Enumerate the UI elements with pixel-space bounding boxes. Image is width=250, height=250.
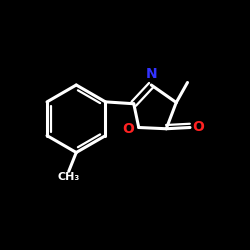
Text: N: N xyxy=(146,67,158,81)
Text: O: O xyxy=(122,122,134,136)
Text: CH₃: CH₃ xyxy=(58,172,80,182)
Text: O: O xyxy=(192,120,204,134)
